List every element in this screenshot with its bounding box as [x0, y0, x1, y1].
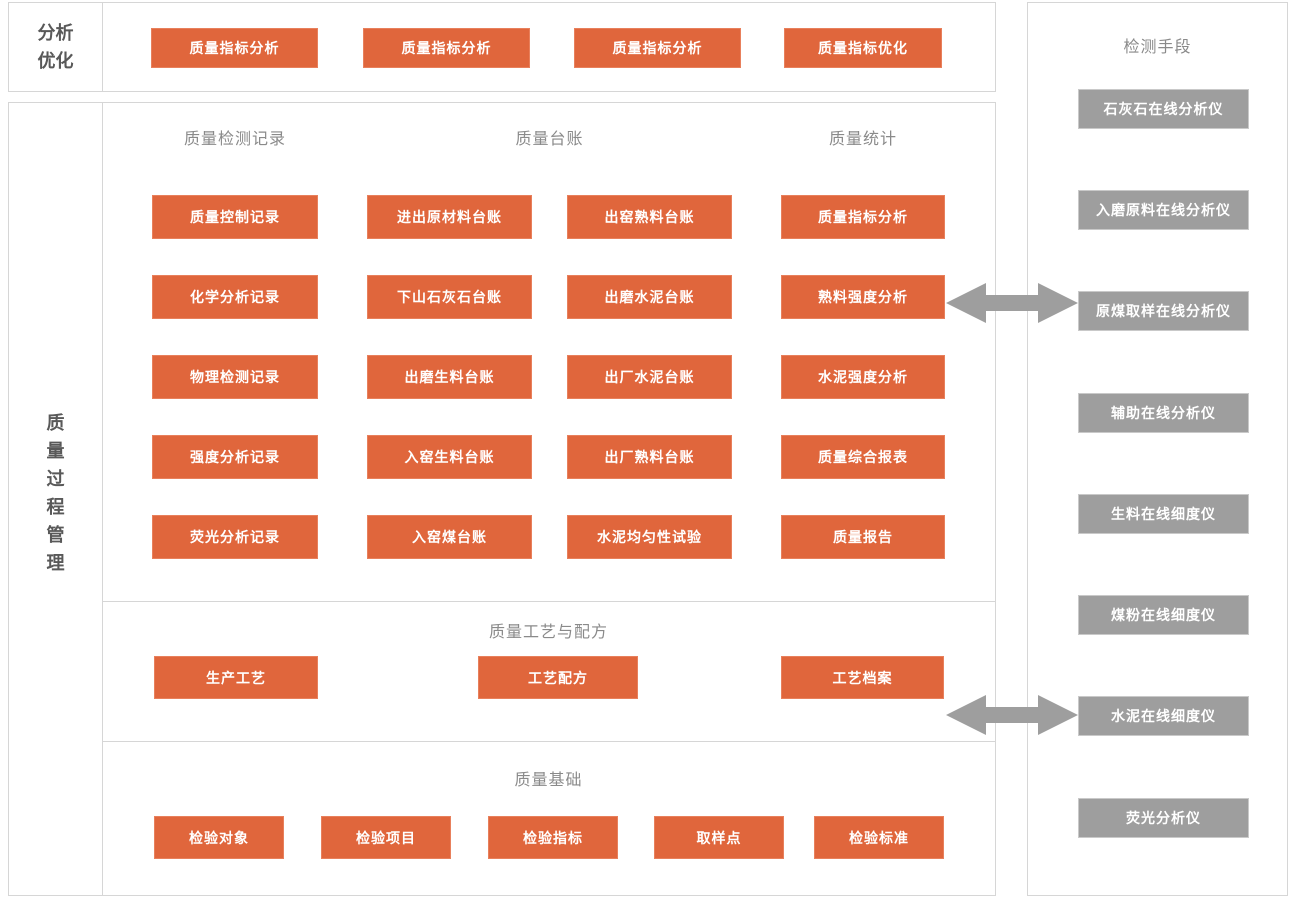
inspection-item-button[interactable]: 检验项目 — [321, 816, 451, 859]
side-label-char: 程 — [46, 497, 65, 517]
mill-feed-raw-material-online-analyzer-button[interactable]: 入磨原料在线分析仪 — [1078, 190, 1249, 230]
process-archive-button[interactable]: 工艺档案 — [781, 656, 944, 699]
side-label-char: 质 — [46, 413, 65, 433]
limestone-downhill-ledger-button[interactable]: 下山石灰石台账 — [367, 275, 532, 319]
production-process-button[interactable]: 生产工艺 — [154, 656, 318, 699]
double-arrow-icon — [946, 280, 1078, 326]
raw-meal-online-fineness-meter-button[interactable]: 生料在线细度仪 — [1078, 494, 1249, 534]
quality-process-management-label: 质 量 过 程 管 理 — [9, 348, 102, 638]
ledger-column-header: 质量台账 — [515, 131, 584, 148]
quality-report-button[interactable]: 质量报告 — [781, 515, 945, 559]
quality-process-management-panel: 质 量 过 程 管 理 质量检测记录 质量台账 质量统计 质量控制记录 化学分析… — [8, 102, 996, 896]
quality-indicator-analysis-button-1[interactable]: 质量指标分析 — [151, 28, 318, 68]
double-arrow-icon — [946, 692, 1078, 738]
detection-methods-panel: 检测手段 石灰石在线分析仪 入磨原料在线分析仪 原煤取样在线分析仪 辅助在线分析… — [1027, 2, 1288, 896]
raw-meal-inkiln-ledger-button[interactable]: 入窑生料台账 — [367, 435, 532, 479]
clinker-shipped-ledger-button[interactable]: 出厂熟料台账 — [567, 435, 732, 479]
quality-indicator-analysis-button-3[interactable]: 质量指标分析 — [574, 28, 741, 68]
auxiliary-online-analyzer-button[interactable]: 辅助在线分析仪 — [1078, 393, 1249, 433]
side-label-line: 优化 — [37, 51, 74, 71]
raw-coal-sampling-online-analyzer-button[interactable]: 原煤取样在线分析仪 — [1078, 291, 1249, 331]
clinker-outkiln-ledger-button[interactable]: 出窑熟料台账 — [567, 195, 732, 239]
analysis-optimization-label: 分析 优化 — [9, 3, 102, 91]
quality-indicator-analysis-stat-button[interactable]: 质量指标分析 — [781, 195, 945, 239]
coal-powder-online-fineness-meter-button[interactable]: 煤粉在线细度仪 — [1078, 595, 1249, 635]
inspection-object-button[interactable]: 检验对象 — [154, 816, 284, 859]
strength-analysis-record-button[interactable]: 强度分析记录 — [152, 435, 318, 479]
side-label-char: 管 — [46, 525, 65, 545]
analysis-optimization-panel: 分析 优化 质量指标分析 质量指标分析 质量指标分析 质量指标优化 — [8, 2, 996, 92]
cement-shipped-ledger-button[interactable]: 出厂水泥台账 — [567, 355, 732, 399]
limestone-online-analyzer-button[interactable]: 石灰石在线分析仪 — [1078, 89, 1249, 129]
side-label-char: 量 — [46, 441, 65, 461]
quality-indicator-optimization-button[interactable]: 质量指标优化 — [784, 28, 942, 68]
inspection-indicator-button[interactable]: 检验指标 — [488, 816, 618, 859]
raw-meal-outmill-ledger-button[interactable]: 出磨生料台账 — [367, 355, 532, 399]
panel-divider — [102, 103, 103, 895]
quality-basics-section-header: 质量基础 — [514, 772, 583, 789]
process-recipe-button[interactable]: 工艺配方 — [478, 656, 638, 699]
records-column-header: 质量检测记录 — [183, 131, 286, 148]
chemical-analysis-record-button[interactable]: 化学分析记录 — [152, 275, 318, 319]
fluorescence-analyzer-button[interactable]: 荧光分析仪 — [1078, 798, 1249, 838]
inspection-standard-button[interactable]: 检验标准 — [814, 816, 944, 859]
quality-control-record-button[interactable]: 质量控制记录 — [152, 195, 318, 239]
process-recipe-section-header: 质量工艺与配方 — [488, 624, 608, 641]
section-divider — [102, 741, 995, 742]
cement-outmill-ledger-button[interactable]: 出磨水泥台账 — [567, 275, 732, 319]
detection-methods-header: 检测手段 — [1123, 39, 1192, 56]
cement-online-fineness-meter-button[interactable]: 水泥在线细度仪 — [1078, 696, 1249, 736]
side-label-char: 理 — [46, 553, 65, 573]
sampling-point-button[interactable]: 取样点 — [654, 816, 784, 859]
quality-comprehensive-report-button[interactable]: 质量综合报表 — [781, 435, 945, 479]
panel-divider — [102, 3, 103, 91]
physical-test-record-button[interactable]: 物理检测记录 — [152, 355, 318, 399]
raw-material-inout-ledger-button[interactable]: 进出原材料台账 — [367, 195, 532, 239]
clinker-strength-analysis-button[interactable]: 熟料强度分析 — [781, 275, 945, 319]
stats-column-header: 质量统计 — [828, 131, 897, 148]
side-label-char: 过 — [46, 469, 65, 489]
quality-indicator-analysis-button-2[interactable]: 质量指标分析 — [363, 28, 530, 68]
side-label-line: 分析 — [37, 23, 74, 43]
fluorescence-analysis-record-button[interactable]: 荧光分析记录 — [152, 515, 318, 559]
section-divider — [102, 601, 995, 602]
coal-inkiln-ledger-button[interactable]: 入窑煤台账 — [367, 515, 532, 559]
cement-strength-analysis-button[interactable]: 水泥强度分析 — [781, 355, 945, 399]
cement-uniformity-test-button[interactable]: 水泥均匀性试验 — [567, 515, 732, 559]
